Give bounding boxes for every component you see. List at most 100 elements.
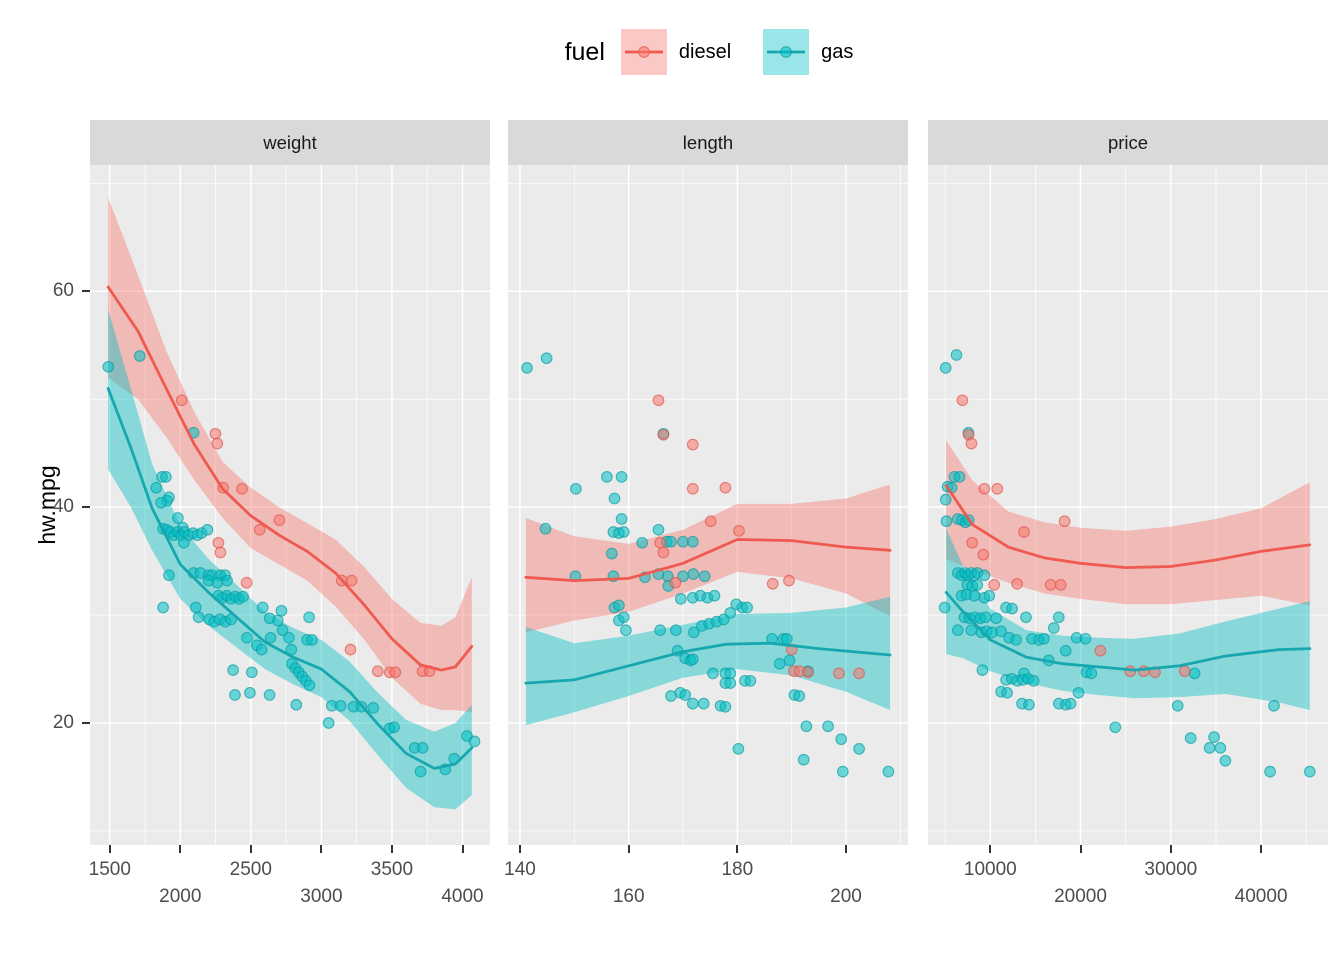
gas-data-point — [1006, 602, 1018, 615]
gas-data-point — [950, 349, 963, 361]
gas-data-point — [882, 765, 895, 778]
x-tick-mark — [461, 845, 464, 853]
y-tick-mark — [82, 290, 90, 293]
gas-data-point — [674, 593, 687, 605]
diesel-data-point — [657, 428, 670, 441]
gas-data-point — [1072, 686, 1085, 699]
gas-data-point — [1010, 634, 1022, 646]
gas-data-point — [940, 515, 953, 528]
fuel-legend: fuel diesel gas — [90, 26, 1328, 78]
gas-data-point — [1020, 611, 1032, 624]
gas-smooth-line — [524, 641, 892, 685]
x-tick-label: 4000 — [441, 886, 484, 907]
facet-strip-label: length — [682, 131, 734, 153]
gas-data-point — [965, 624, 978, 637]
gas-data-point — [719, 700, 732, 713]
legend-key-gas-icon — [763, 29, 810, 75]
gas-data-point — [303, 679, 316, 692]
diesel-data-point — [966, 536, 979, 549]
gas-data-point — [229, 689, 241, 701]
gas-confidence-ribbon — [108, 309, 472, 810]
facet-panel-weight — [90, 165, 490, 845]
diesel-data-point — [1044, 579, 1057, 591]
gas-data-point — [539, 522, 552, 535]
legend-label-gas: gas — [821, 40, 854, 63]
facet-panel-length — [508, 165, 908, 845]
gas-data-point — [237, 590, 249, 603]
diesel-data-point — [686, 482, 699, 495]
gas-data-point — [468, 735, 481, 748]
gas-data-point — [290, 698, 303, 711]
y-tick-mark — [82, 722, 90, 725]
x-tick-label: 2500 — [229, 859, 272, 880]
gas-data-point — [189, 601, 202, 614]
x-tick-mark — [1079, 845, 1082, 853]
diesel-data-point — [783, 574, 795, 587]
x-tick-label: 30000 — [1144, 859, 1198, 880]
gas-smooth-line — [944, 591, 1312, 672]
gas-data-point — [797, 753, 810, 766]
gas-data-point — [853, 743, 865, 755]
gas-data-point — [990, 612, 1003, 625]
gas-data-point — [1171, 699, 1184, 712]
x-tick-label: 40000 — [1234, 886, 1288, 907]
gas-data-point — [800, 720, 813, 733]
x-tick-mark — [627, 845, 630, 853]
diesel-data-point — [686, 438, 699, 451]
diesel-data-point — [212, 536, 225, 549]
x-tick-label: 160 — [612, 886, 645, 907]
gas-data-point — [617, 526, 630, 538]
diesel-data-point — [654, 536, 667, 549]
gas-smooth-line — [106, 387, 474, 770]
diesel-data-point — [273, 514, 286, 526]
diesel-data-point — [978, 482, 991, 495]
gas-data-point — [1184, 732, 1197, 744]
gas-data-point — [201, 523, 214, 536]
gas-data-point — [697, 697, 710, 710]
gas-data-point — [822, 720, 834, 733]
gas-data-point — [976, 664, 989, 676]
gas-data-point — [636, 536, 649, 549]
y-tick-label: 40 — [52, 496, 74, 518]
diesel-data-point — [833, 667, 845, 680]
gas-data-point — [540, 352, 553, 365]
gas-data-point — [1268, 699, 1280, 712]
gas-data-point — [1047, 622, 1060, 634]
gas-data-point — [744, 675, 757, 687]
gas-data-point — [968, 589, 981, 602]
gas-data-point — [1188, 667, 1201, 680]
x-tick-mark — [1260, 845, 1263, 853]
y-tick-label: 60 — [52, 280, 74, 302]
diesel-confidence-ribbon — [108, 197, 472, 713]
diesel-confidence-ribbon — [525, 484, 891, 633]
legend-item-diesel: diesel — [620, 29, 731, 75]
gas-data-point — [708, 589, 721, 602]
gas-data-point — [241, 631, 253, 644]
gas-data-point — [211, 576, 224, 589]
facet-strip-label: price — [1107, 131, 1149, 153]
gas-data-point — [995, 625, 1007, 638]
gas-data-point — [1001, 686, 1013, 699]
gas-data-point — [652, 523, 665, 536]
facet-strip-price: price — [928, 120, 1328, 165]
gas-data-point — [620, 624, 632, 637]
facet-strip-weight: weight — [90, 120, 490, 165]
x-tick-label: 140 — [504, 859, 536, 880]
legend-title: fuel — [564, 37, 605, 66]
diesel-data-point — [209, 427, 222, 440]
gas-data-point — [707, 667, 719, 680]
gas-data-point — [1038, 632, 1050, 645]
x-tick-label: 10000 — [963, 859, 1017, 880]
gas-data-point — [687, 568, 700, 580]
gas-data-point — [570, 482, 582, 495]
gas-data-point — [1085, 667, 1098, 680]
legend-item-gas: gas — [763, 29, 853, 75]
gas-data-point — [1023, 698, 1035, 711]
gas-data-point — [971, 579, 984, 591]
x-tick-mark — [1169, 845, 1172, 853]
gas-data-point — [654, 624, 667, 637]
gas-data-point — [283, 631, 295, 644]
gas-data-point — [601, 471, 613, 483]
gas-data-point — [155, 496, 167, 509]
gas-data-point — [263, 612, 276, 625]
